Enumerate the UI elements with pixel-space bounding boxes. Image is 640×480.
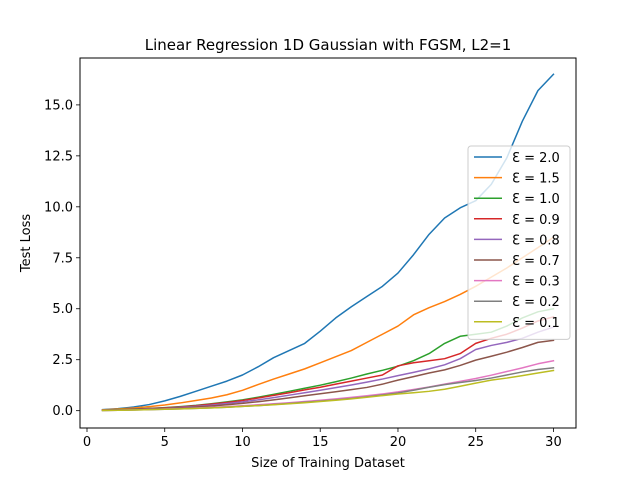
x-tick-label: 25: [467, 435, 484, 450]
y-tick-label: 10.0: [44, 200, 73, 215]
legend-label-5: Ɛ = 0.7: [512, 254, 560, 269]
x-axis-ticks: 0 5 10 15 20 25 30: [83, 428, 562, 450]
series-line-8: [101, 369, 555, 412]
legend: Ɛ = 2.0 Ɛ = 1.5 Ɛ = 1.0 Ɛ = 0.9 Ɛ = 0.8 Ɛ = 0…: [467, 145, 571, 340]
series-layer: [101, 73, 555, 412]
series-line-5: [101, 339, 555, 412]
legend-label-4: Ɛ = 0.8: [512, 233, 560, 248]
y-tick-label: 12.5: [44, 149, 73, 164]
x-tick-label: 15: [312, 435, 329, 450]
legend-frame: [467, 145, 571, 340]
x-axis-label: Size of Training Dataset: [251, 456, 405, 471]
chart-title: Linear Regression 1D Gaussian with FGSM,…: [145, 36, 512, 54]
legend-label-3: Ɛ = 0.9: [512, 213, 560, 228]
y-tick-label: 15.0: [44, 98, 73, 113]
x-tick-label: 5: [161, 435, 169, 450]
plot-area: [79, 57, 577, 429]
y-tick-label: 7.5: [52, 251, 73, 266]
legend-label-1: Ɛ = 1.5: [512, 172, 560, 187]
legend-label-7: Ɛ = 0.2: [512, 295, 560, 310]
legend-label-8: Ɛ = 0.1: [512, 316, 560, 331]
x-tick-label: 20: [390, 435, 407, 450]
axes-frame: [79, 57, 577, 429]
x-tick-label: 10: [234, 435, 251, 450]
y-axis-label: Test Loss: [19, 214, 34, 273]
y-tick-label: 5.0: [52, 302, 73, 317]
legend-label-6: Ɛ = 0.3: [512, 275, 560, 290]
legend-label-0: Ɛ = 2.0: [512, 151, 560, 166]
y-tick-label: 0.0: [52, 404, 73, 419]
y-axis-ticks: 0.0 2.5 5.0 7.5 10.0 12.5 15.0: [44, 98, 80, 419]
x-tick-label: 0: [83, 435, 91, 450]
y-tick-label: 2.5: [52, 353, 73, 368]
x-tick-label: 30: [545, 435, 562, 450]
legend-label-2: Ɛ = 1.0: [512, 192, 560, 207]
